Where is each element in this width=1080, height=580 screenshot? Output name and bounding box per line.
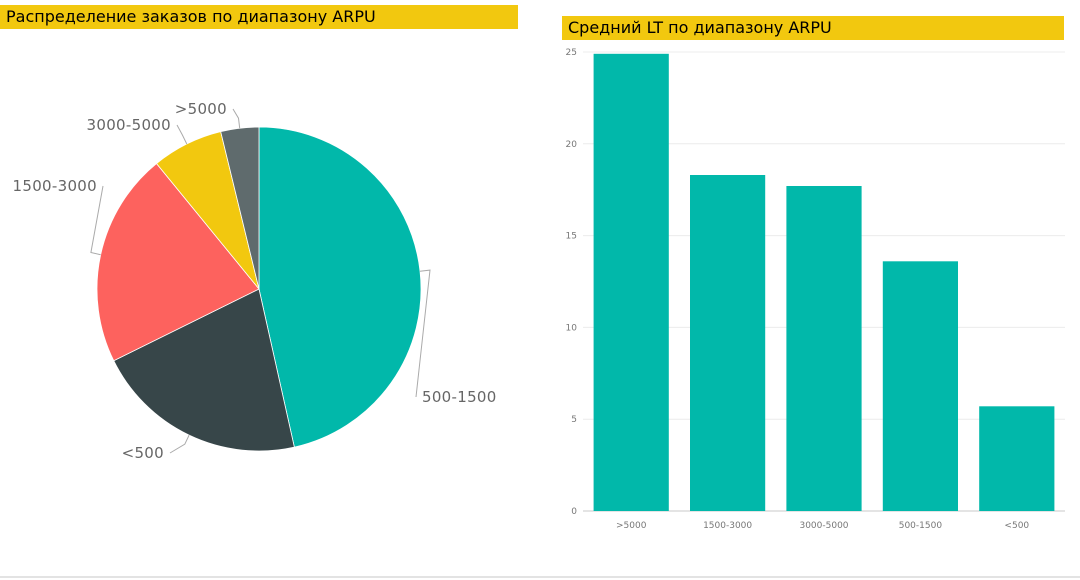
pie-label-1500-3000: 1500-3000 [13, 177, 97, 195]
pie-chart: 500-1500 <500 1500-3000 3000-5000>5000 [13, 100, 497, 462]
pie-slice-lt-500[interactable] [113, 288, 295, 452]
y-tick-label-5: 5 [571, 415, 577, 425]
y-tick-label-25: 25 [566, 48, 577, 58]
bar-chart-panel[interactable]: Средний LT по диапазону ARPU 0 5 10 15 20 25 >… [540, 0, 1080, 576]
pie-chart-title: Распределение заказов по диапазону ARPU [0, 5, 518, 29]
page-divider [0, 576, 1080, 578]
pie-leader-3000-5000 [176, 124, 188, 145]
bar-3000-5000[interactable] [786, 186, 862, 511]
pie-slice-500-1500[interactable] [258, 126, 422, 448]
pie-label-gt-5000: >5000 [175, 100, 227, 118]
pie-label-lt-500: <500 [122, 444, 164, 462]
x-tick-label-lt-500: <500 [1004, 521, 1029, 531]
bar-1500-3000[interactable] [690, 175, 766, 511]
pie-label-500-1500: 500-1500 [422, 388, 497, 406]
y-tick-label-20: 20 [566, 140, 578, 150]
x-tick-label-500-1500: 500-1500 [899, 521, 943, 531]
pie-leader-500-1500 [415, 269, 431, 398]
x-tick-label-3000-5000: 3000-5000 [799, 521, 848, 531]
bar-500-1500[interactable] [882, 261, 958, 511]
pie-slice-1500-3000[interactable] [96, 162, 260, 362]
pie-chart-panel[interactable]: Распределение заказов по диапазону ARPU … [0, 0, 540, 576]
y-tick-label-0: 0 [571, 507, 577, 517]
y-tick-label-15: 15 [566, 232, 577, 242]
pie-leader-1500-3000 [90, 185, 104, 256]
bar-lt-500[interactable] [979, 406, 1055, 511]
bar-gt-5000[interactable] [593, 53, 669, 512]
pie-leader-gt-5000 [232, 108, 241, 129]
bar-chart-title: Средний LT по диапазону ARPU [562, 16, 1064, 40]
x-tick-label-1500-3000: 1500-3000 [703, 521, 752, 531]
y-tick-label-10: 10 [566, 323, 578, 333]
bar-chart: 0 5 10 15 20 25 >5000 1500-3000 3000-5000 500-150… [566, 48, 1065, 531]
pie-label-3000-5000: 3000-5000 [87, 116, 171, 134]
pie-leader-lt-500 [169, 434, 190, 454]
x-tick-label-gt-5000: >5000 [616, 521, 647, 531]
